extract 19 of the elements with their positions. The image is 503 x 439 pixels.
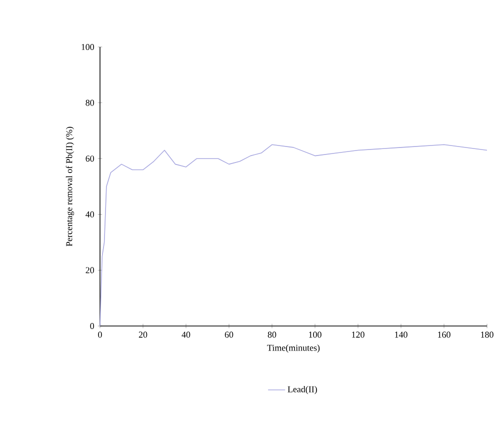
x-tick-label: 120 bbox=[352, 332, 364, 338]
x-tick-label: 100 bbox=[309, 332, 322, 338]
x-axis-title: Time(minutes) bbox=[267, 344, 320, 353]
y-tick-label: 80 bbox=[86, 100, 94, 106]
y-tick-label: 100 bbox=[82, 44, 94, 50]
x-tick-label: 180 bbox=[481, 332, 494, 338]
y-tick-label: 0 bbox=[90, 322, 94, 330]
x-tick-label: 160 bbox=[438, 332, 450, 338]
x-tick-label: 80 bbox=[268, 332, 276, 338]
x-tick-label: 0 bbox=[98, 332, 102, 338]
x-tick-label: 40 bbox=[182, 332, 190, 338]
y-tick-label: 40 bbox=[86, 211, 94, 218]
x-tick-label: 60 bbox=[224, 332, 234, 338]
y-axis-title: Percentage removal of Pb(II) (%) bbox=[66, 126, 74, 246]
y-tick-label: 60 bbox=[86, 156, 94, 162]
legend-label: Lead(II) bbox=[288, 386, 317, 394]
y-tick-label: 20 bbox=[86, 267, 94, 274]
x-tick-label: 20 bbox=[138, 332, 148, 338]
x-tick-label: 140 bbox=[395, 332, 408, 338]
